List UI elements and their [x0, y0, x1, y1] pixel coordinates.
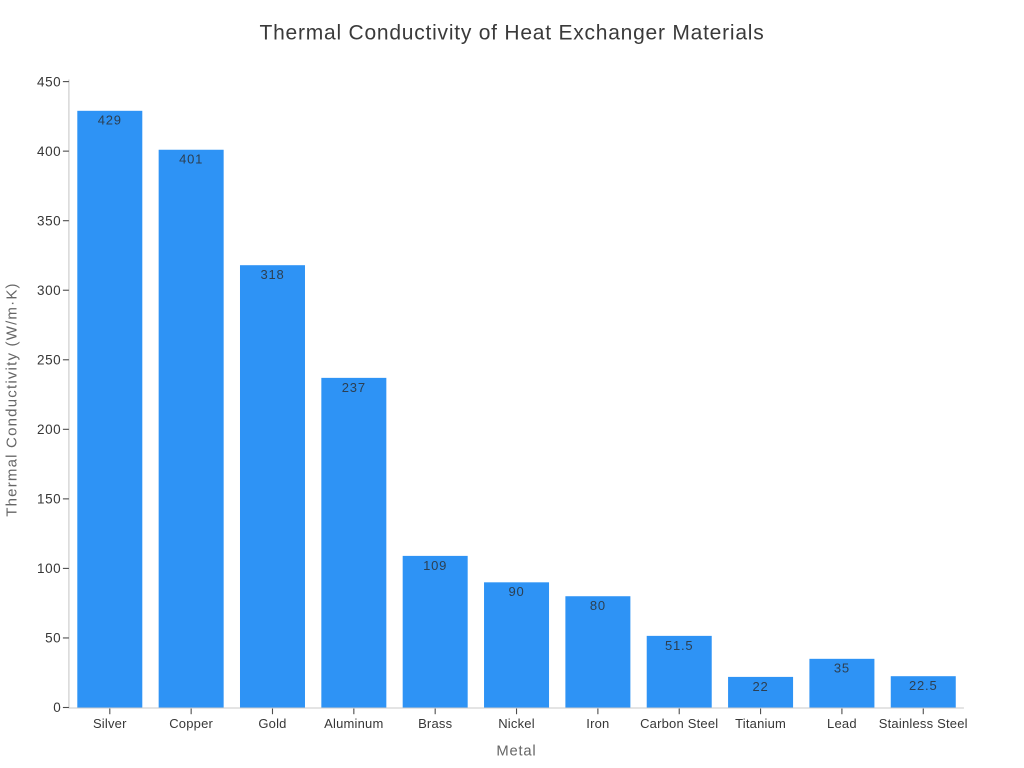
svg-text:Nickel: Nickel: [498, 716, 535, 731]
svg-text:450: 450: [37, 74, 61, 89]
svg-text:Thermal Conductivity of Heat E: Thermal Conductivity of Heat Exchanger M…: [260, 22, 765, 45]
svg-text:237: 237: [342, 380, 366, 395]
svg-text:400: 400: [37, 144, 61, 159]
svg-text:250: 250: [37, 352, 61, 367]
svg-text:150: 150: [37, 492, 61, 507]
svg-text:Titanium: Titanium: [735, 716, 786, 731]
svg-text:Copper: Copper: [169, 716, 213, 731]
svg-text:318: 318: [260, 267, 284, 282]
svg-text:200: 200: [37, 422, 61, 437]
svg-text:90: 90: [508, 584, 524, 599]
svg-text:429: 429: [98, 113, 122, 128]
svg-text:35: 35: [834, 661, 850, 676]
svg-text:Silver: Silver: [93, 716, 127, 731]
svg-text:Iron: Iron: [586, 716, 609, 731]
svg-text:100: 100: [37, 561, 61, 576]
svg-text:80: 80: [590, 598, 606, 613]
svg-text:300: 300: [37, 283, 61, 298]
svg-text:401: 401: [179, 152, 203, 167]
svg-text:22: 22: [753, 679, 769, 694]
svg-text:Stainless Steel: Stainless Steel: [879, 716, 968, 731]
svg-text:50: 50: [45, 631, 61, 646]
svg-text:22.5: 22.5: [909, 678, 938, 693]
svg-text:Gold: Gold: [258, 716, 286, 731]
svg-text:109: 109: [423, 558, 447, 573]
svg-text:Aluminum: Aluminum: [324, 716, 383, 731]
svg-text:Metal: Metal: [496, 744, 536, 760]
svg-text:Thermal Conductivity (W/m·K): Thermal Conductivity (W/m·K): [4, 282, 21, 516]
svg-text:350: 350: [37, 213, 61, 228]
svg-text:0: 0: [53, 700, 61, 715]
svg-text:Lead: Lead: [827, 716, 857, 731]
svg-text:Carbon Steel: Carbon Steel: [640, 716, 718, 731]
svg-text:51.5: 51.5: [665, 638, 694, 653]
svg-text:Brass: Brass: [418, 716, 453, 731]
